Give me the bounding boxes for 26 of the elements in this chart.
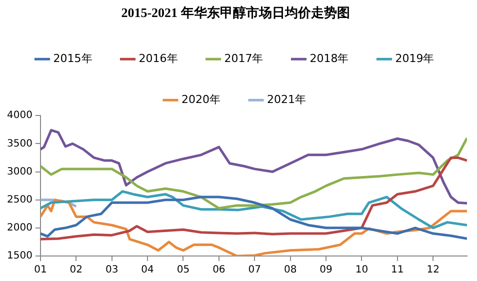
x-tick-label: 08 <box>284 264 297 276</box>
y-tick-label: 2500 <box>6 194 32 206</box>
legend-label: 2016年 <box>138 52 178 65</box>
x-tick-label: 03 <box>105 264 118 276</box>
legend-label: 2019年 <box>395 52 434 65</box>
legend-label: 2015年 <box>53 52 92 65</box>
legend-label: 2018年 <box>310 52 349 65</box>
y-tick-label: 4000 <box>6 110 32 122</box>
legend-label: 2020年 <box>182 92 221 106</box>
y-tick-label: 3500 <box>6 138 32 150</box>
x-tick-label: 01 <box>34 264 47 276</box>
legend-label: 2021年 <box>267 92 306 106</box>
x-tick-label: 05 <box>176 264 190 276</box>
x-tick-label: 11 <box>391 264 404 276</box>
x-tick-label: 09 <box>320 264 332 276</box>
chart-title: 2015-2021 年华东甲醇市场日均价走势图 <box>121 5 350 20</box>
x-tick-label: 02 <box>70 264 83 276</box>
y-tick-label: 2000 <box>6 222 32 234</box>
x-tick-label: 10 <box>355 264 368 276</box>
x-tick-label: 04 <box>141 264 154 276</box>
legend-label: 2017年 <box>224 52 264 65</box>
x-tick-label: 12 <box>426 264 440 276</box>
x-tick-label: 06 <box>212 264 226 276</box>
y-tick-label: 3000 <box>6 166 32 178</box>
x-tick-label: 07 <box>248 264 261 276</box>
y-tick-label: 1500 <box>6 250 32 262</box>
